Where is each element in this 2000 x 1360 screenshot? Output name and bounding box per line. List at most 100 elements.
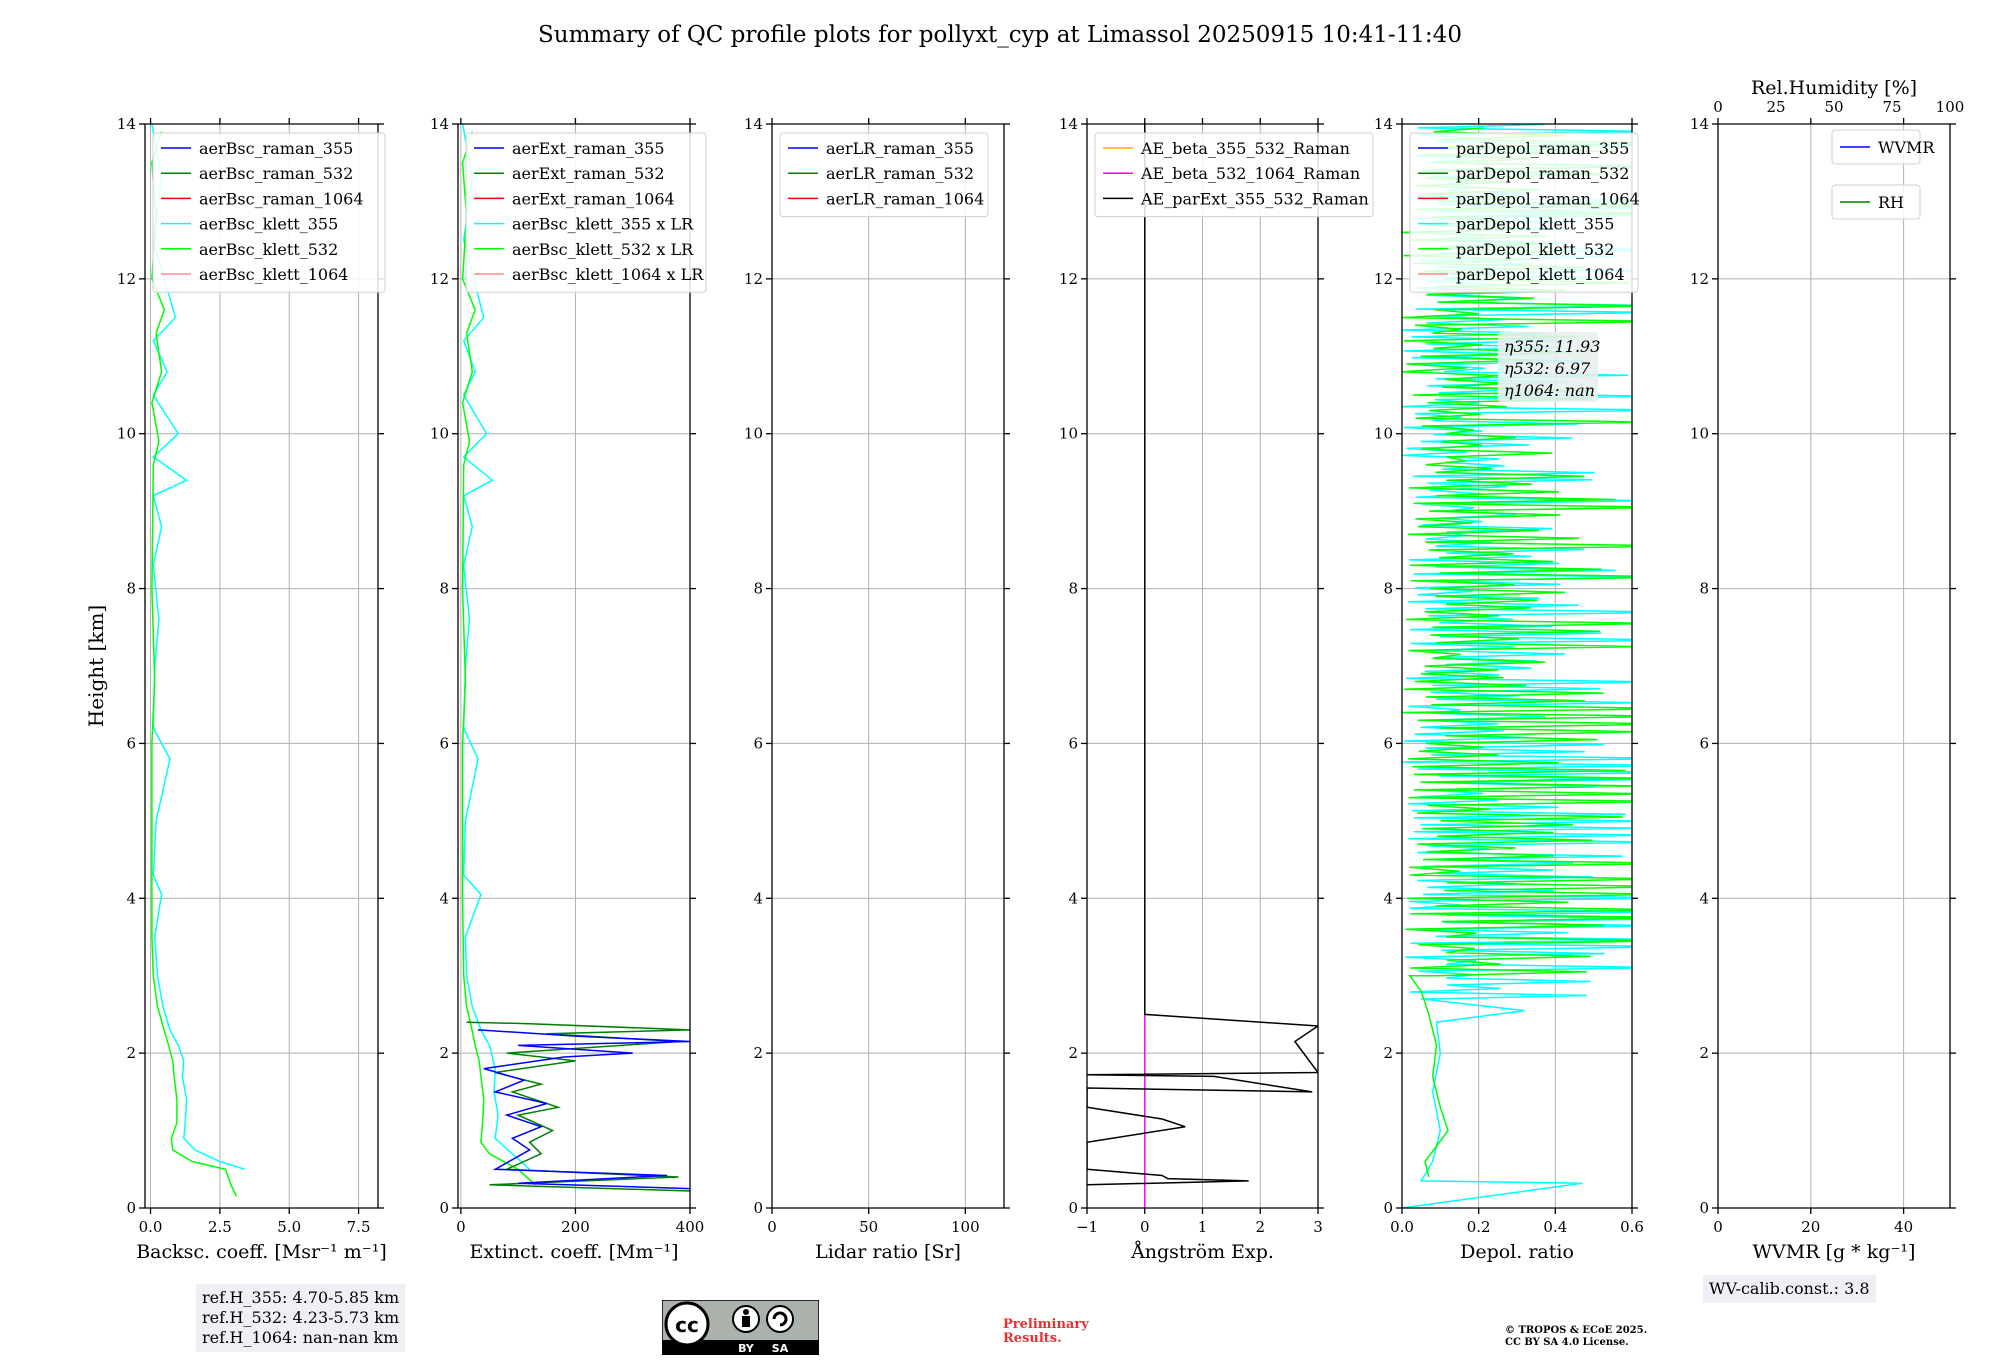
ytick-label: 4 [126,889,136,907]
legend-label: aerBsc_klett_1064 [199,265,348,284]
ytick-label: 14 [1059,115,1078,133]
xtick-label: 0 [456,1218,466,1236]
ytick-label: 0 [1383,1199,1393,1217]
eta-label: η532: 6.97 [1504,359,1591,378]
legend-label: aerBsc_raman_1064 [199,189,364,208]
ytick-label: 6 [1068,734,1078,752]
xtick-label: 50 [859,1218,878,1236]
legend-box [1409,132,1639,293]
share-alike-icon [766,1305,794,1333]
legend-label: aerLR_raman_1064 [826,189,984,208]
xtick-label: 100 [951,1218,980,1236]
eta-label: η355: 11.93 [1504,337,1600,356]
top-axis-label: Rel.Humidity [%] [1751,77,1917,99]
legend-label: AE_parExt_355_532_Raman [1140,189,1369,208]
legend: WVMR RH [1831,129,1935,220]
x-axis-label: Backsc. coeff. [Msr⁻¹ m⁻¹] [136,1241,387,1263]
chart-depol: 0 2 4 6 8 10 12 14 0.0 0.2 0.4 0.6 Depol. ratio parDe… [1374,115,1644,1263]
eta-label: η1064: nan [1504,381,1595,400]
ytick-label: 8 [1699,580,1709,598]
ytick-label: 2 [1383,1044,1393,1062]
xtick-label: 0 [767,1218,777,1236]
legend-label: parDepol_klett_532 [1456,240,1614,259]
legend-label: aerBsc_klett_355 x LR [512,215,694,234]
cc-logo-icon [664,1301,710,1347]
legend-label: RH [1878,193,1904,212]
series-line-aerBsc_klett_532 x LR [461,131,536,1186]
top-tick-label: 75 [1882,98,1901,116]
legend-label: parDepol_raman_1064 [1456,189,1640,208]
ytick-label: 6 [439,734,449,752]
legend-label: aerBsc_klett_1064 x LR [512,265,704,284]
legend-label: aerBsc_klett_355 [199,215,338,234]
ytick-label: 14 [430,115,449,133]
x-axis-label: Extinct. coeff. [Mm⁻¹] [469,1241,678,1263]
xtick-label: 0.0 [139,1218,163,1236]
legend-label: WVMR [1878,138,1935,157]
xtick-label: −1 [1076,1218,1098,1236]
cc-by-label: BY [738,1342,755,1355]
legend-box [1094,132,1374,218]
chart-ext: 0 2 4 6 8 10 12 14 0 200 400 Extinct. coeff. [Mm⁻¹]… [430,115,707,1263]
ytick-label: 2 [439,1044,449,1062]
x-axis-label: Depol. ratio [1460,1241,1574,1263]
ytick-label: 2 [1068,1044,1078,1062]
copyright-line-2: CC BY SA 4.0 License. [1505,1337,1629,1348]
ytick-label: 0 [1068,1199,1078,1217]
legend-box [779,132,989,218]
xtick-label: 2 [1255,1218,1265,1236]
xtick-label: 2.5 [208,1218,232,1236]
preliminary-line-2: Results. [1003,1331,1062,1346]
xtick-label: 0 [1140,1218,1150,1236]
legend-label: aerBsc_raman_355 [199,139,353,158]
eta-box [1498,332,1598,402]
x-axis-label: WVMR [g * kg⁻¹] [1753,1241,1916,1263]
ytick-label: 4 [1383,889,1393,907]
ytick-label: 8 [439,580,449,598]
legend-label: AE_beta_355_532_Raman [1140,139,1350,158]
ytick-label: 12 [430,270,449,288]
ytick-label: 6 [1383,734,1393,752]
ytick-label: 8 [1068,580,1078,598]
x-axis-label: Ångström Exp. [1130,1241,1274,1263]
cc-sa-label: SA [772,1342,789,1355]
series-group [461,124,690,1192]
legend-label: aerBsc_raman_532 [199,164,353,183]
ytick-label: 0 [439,1199,449,1217]
xtick-label: 7.5 [347,1218,371,1236]
legend-box [1831,184,1921,220]
xtick-label: 5.0 [277,1218,301,1236]
series-group [151,124,246,1197]
ref-height-1064: ref.H_1064: nan-nan km [202,1328,399,1347]
ytick-label: 12 [1374,270,1393,288]
xtick-label: 0.2 [1467,1218,1491,1236]
ref-height-532: ref.H_532: 4.23-5.73 km [202,1308,400,1327]
series-group [1087,124,1318,1208]
ytick-label: 4 [1699,889,1709,907]
ytick-label: 10 [1374,425,1393,443]
series-line-aerBsc_klett_532 [151,131,238,1197]
reference-heights-box: ref.H_355: 4.70-5.85 km ref.H_532: 4.23-… [196,1284,406,1352]
ytick-label: 2 [1699,1044,1709,1062]
ytick-label: 12 [744,270,763,288]
chart-lr: 0 2 4 6 8 10 12 14 0 50 100 Lidar ratio [Sr] aerLR_r… [744,115,1010,1263]
chart-bsc: 0 2 4 6 8 10 12 14 0.0 2.5 5.0 7.5 Backsc. coeff. [M… [117,115,387,1263]
ytick-label: 6 [1699,734,1709,752]
xtick-label: 20 [1801,1218,1820,1236]
ytick-label: 14 [1374,115,1393,133]
ytick-label: 8 [1383,580,1393,598]
legend-box [1831,129,1921,165]
xtick-label: 3 [1313,1218,1323,1236]
top-tick-label: 100 [1936,98,1965,116]
preliminary-line-1: Preliminary [1003,1317,1089,1332]
legend: aerExt_raman_355 aerExt_raman_532 aerExt_r… [465,132,707,293]
wv-calibration-box: WV-calib.const.: 3.8 [1703,1275,1876,1303]
legend-box [465,132,707,293]
copyright-line-1: © TROPOS & ECoE 2025. [1505,1325,1648,1336]
legend-label: parDepol_raman_355 [1456,139,1629,158]
ytick-label: 6 [126,734,136,752]
legend-box [152,132,386,293]
